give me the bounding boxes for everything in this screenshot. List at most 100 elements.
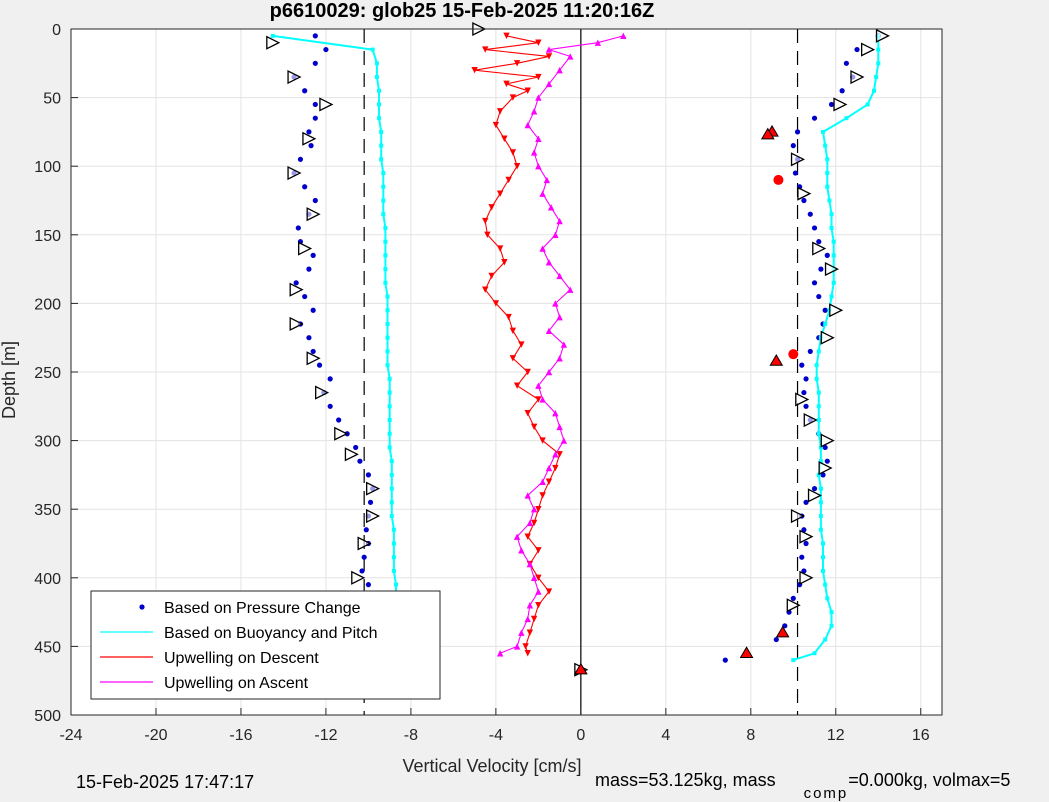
pressure-change-point <box>722 657 728 663</box>
buoyancy-pitch-point <box>829 225 834 230</box>
buoyancy-pitch-point <box>389 486 394 491</box>
buoyancy-pitch-point <box>818 514 823 519</box>
upwelling-descent-marker <box>545 478 553 485</box>
upwelling-ascent-marker <box>539 396 546 403</box>
x-axis-label: Vertical Velocity [cm/s] <box>402 756 581 776</box>
upwelling-ascent-marker <box>567 286 574 293</box>
upwelling-descent-marker <box>505 176 512 184</box>
upwelling-ascent-marker <box>545 80 553 88</box>
upwelling-descent-marker <box>539 492 546 499</box>
x-tick-label: -4 <box>489 727 503 744</box>
buoyancy-pitch-point <box>387 418 392 423</box>
upwelling-descent-marker <box>509 94 517 101</box>
buoyancy-pitch-point <box>383 253 388 258</box>
pressure-change-point <box>854 46 860 53</box>
buoyancy-pitch-point <box>391 555 396 560</box>
pressure-change-point <box>801 527 807 533</box>
upwelling-ascent-marker <box>530 506 538 513</box>
upwelling-descent-marker <box>535 39 542 46</box>
upwelling-descent-marker <box>518 341 525 348</box>
buoyancy-pitch-point <box>379 157 384 162</box>
buoyancy-pitch-point <box>385 294 390 299</box>
upwelling-descent-marker <box>501 135 508 142</box>
pressure-change-point <box>357 458 363 464</box>
pressure-change-point <box>327 376 333 382</box>
upwelling-descent-marker <box>513 60 521 67</box>
buoyancy-pitch-point <box>385 308 390 313</box>
legend-label: Upwelling on Descent <box>164 650 319 667</box>
buoyancy-pitch-point <box>825 157 830 162</box>
pressure-change-point <box>803 376 809 382</box>
red-filled-marker <box>788 349 799 360</box>
upwelling-descent-marker <box>556 451 563 458</box>
buoyancy-pitch-point <box>816 418 821 423</box>
legend: Based on Pressure Change Based on Buoyanc… <box>90 590 441 700</box>
red-filled-marker <box>773 174 784 185</box>
upwelling-descent-marker <box>496 245 504 252</box>
upwelling-descent-marker <box>513 382 521 389</box>
upwelling-ascent-marker <box>526 602 534 609</box>
pressure-change-point <box>293 280 299 286</box>
buoyancy-pitch-point <box>385 349 390 354</box>
upwelling-ascent-marker <box>518 547 525 554</box>
buoyancy-pitch-point <box>865 102 870 107</box>
upwelling-ascent-marker <box>543 176 551 184</box>
upwelling-descent-marker <box>492 300 500 307</box>
footer-mass-text-2: =0.000kg, volmax=5 <box>848 770 1011 790</box>
buoyancy-pitch-point <box>389 500 394 505</box>
upwelling-ascent-marker <box>526 560 534 568</box>
buoyancy-pitch-point <box>381 198 386 203</box>
y-tick-label: 500 <box>34 708 61 725</box>
upwelling-ascent-marker <box>530 149 538 156</box>
footer-mass-subscript: comp <box>803 785 849 802</box>
buoyancy-pitch-point <box>823 637 828 642</box>
upwelling-ascent-marker <box>556 313 563 321</box>
upwelling-ascent-marker <box>545 327 553 335</box>
buoyancy-pitch-point <box>387 376 392 381</box>
buoyancy-pitch-point <box>381 212 386 217</box>
buoyancy-pitch-point <box>270 33 275 38</box>
buoyancy-pitch-point <box>383 267 388 272</box>
pressure-change-point <box>843 60 850 66</box>
upwelling-ascent-marker <box>556 423 563 431</box>
x-tick-label: -16 <box>229 727 252 744</box>
buoyancy-pitch-point <box>823 143 828 148</box>
buoyancy-pitch-point <box>818 486 823 491</box>
hollow-triangle-marker <box>351 570 366 585</box>
upwelling-ascent-marker <box>526 519 534 527</box>
pressure-change-point <box>323 46 329 53</box>
hollow-triangle-marker <box>357 536 372 551</box>
x-tick-label: -12 <box>314 727 337 744</box>
buoyancy-pitch-point <box>385 321 390 326</box>
pressure-change-point <box>818 266 824 272</box>
hollow-triangle-marker <box>875 28 890 43</box>
buoyancy-pitch-point <box>385 335 390 340</box>
buoyancy-pitch-point <box>391 527 396 532</box>
red-filled-marker <box>573 662 588 675</box>
upwelling-ascent-marker <box>530 574 538 581</box>
y-tick-label: 200 <box>34 296 61 313</box>
x-tick-label: -24 <box>59 727 82 744</box>
upwelling-ascent-marker <box>556 217 563 225</box>
pressure-change-point <box>312 101 318 108</box>
hollow-triangle-marker <box>344 447 359 462</box>
pressure-change-point <box>302 293 308 300</box>
pressure-change-point <box>811 280 818 286</box>
hollow-triangle-marker <box>829 303 844 318</box>
red-filled-marker <box>769 354 784 366</box>
upwelling-descent-marker <box>513 163 521 170</box>
upwelling-descent-marker <box>503 32 510 40</box>
axis-ticks: -24 -20 -16 -12 -8 -4 0 4 8 12 16 0 50 100 150 200 250 30… <box>34 22 929 744</box>
upwelling-descent-marker <box>492 121 500 129</box>
upwelling-ascent-marker <box>524 121 531 129</box>
hollow-triangle-marker <box>795 392 810 407</box>
upwelling-ascent-marker <box>556 355 563 362</box>
pressure-change-point <box>312 60 318 66</box>
upwelling-descent-marker <box>488 272 495 280</box>
buoyancy-pitch-point <box>377 116 382 121</box>
buoyancy-pitch-point <box>818 527 823 532</box>
red-filled-marker <box>760 127 775 140</box>
upwelling-ascent-marker <box>530 108 538 115</box>
hollow-triangle-marker <box>334 426 349 441</box>
x-tick-label: -8 <box>404 727 418 744</box>
